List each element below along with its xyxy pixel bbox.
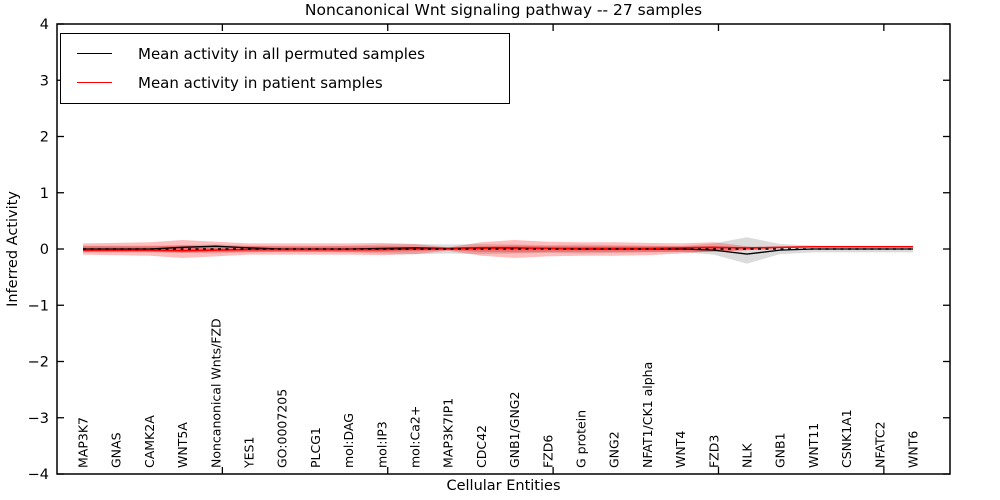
y-tick-label: 2	[40, 130, 49, 146]
entity-label: GNG2	[607, 431, 622, 468]
entity-label: MAP3K7	[76, 417, 91, 468]
entity-label: mol:Ca2+	[408, 406, 423, 468]
legend-item: Mean activity in patient samples	[61, 68, 509, 97]
entity-label: YES1	[242, 437, 257, 469]
legend: Mean activity in all permuted samples Me…	[60, 33, 510, 104]
entity-label: PLCG1	[308, 427, 323, 468]
y-tick-label: 0	[40, 242, 49, 258]
legend-label: Mean activity in all permuted samples	[138, 44, 425, 63]
entity-label: NFAT1/CK1 alpha	[640, 362, 655, 468]
entity-label: CAMK2A	[142, 415, 157, 468]
legend-label: Mean activity in patient samples	[138, 73, 383, 92]
entity-label: G protein	[574, 410, 589, 468]
entity-label: FZD6	[540, 435, 555, 468]
entity-label: WNT11	[806, 423, 821, 468]
y-tick-label: −4	[28, 467, 49, 483]
y-tick-label: −1	[28, 298, 49, 314]
chart-title: Noncanonical Wnt signaling pathway -- 27…	[304, 1, 703, 19]
entity-label: MAP3K7IP1	[441, 398, 456, 468]
y-axis-label: Inferred Activity	[5, 191, 21, 307]
x-axis-label: Cellular Entities	[446, 478, 561, 494]
entity-label: GNB1	[773, 432, 788, 468]
legend-item: Mean activity in all permuted samples	[61, 39, 509, 68]
entity-label: mol:IP3	[374, 421, 389, 468]
entity-label: CSNK1A1	[839, 409, 854, 468]
entity-label: GO:0007205	[275, 389, 290, 468]
entity-label: mol:DAG	[341, 413, 356, 468]
legend-line-swatch-permuted	[77, 53, 112, 54]
y-tick-label: 1	[40, 186, 49, 202]
entity-label: CDC42	[474, 425, 489, 468]
entity-label: WNT4	[673, 431, 688, 468]
entity-label: GNAS	[109, 432, 124, 468]
legend-line-swatch-patient	[77, 82, 112, 83]
entity-label: Noncanonical Wnts/FZD	[208, 318, 223, 468]
y-tick-label: 4	[40, 17, 49, 33]
y-tick-label: −3	[28, 411, 49, 427]
entity-label: NLK	[740, 443, 755, 468]
y-tick-label: −2	[28, 355, 49, 371]
entity-label: WNT5A	[175, 422, 190, 468]
entity-label: NFATC2	[872, 421, 887, 468]
y-tick-label: 3	[40, 73, 49, 89]
permuted-samples-band	[83, 237, 913, 264]
entity-label: WNT6	[906, 431, 921, 468]
entity-label: GNB1/GNG2	[507, 392, 522, 468]
entity-label: FZD3	[706, 435, 721, 468]
